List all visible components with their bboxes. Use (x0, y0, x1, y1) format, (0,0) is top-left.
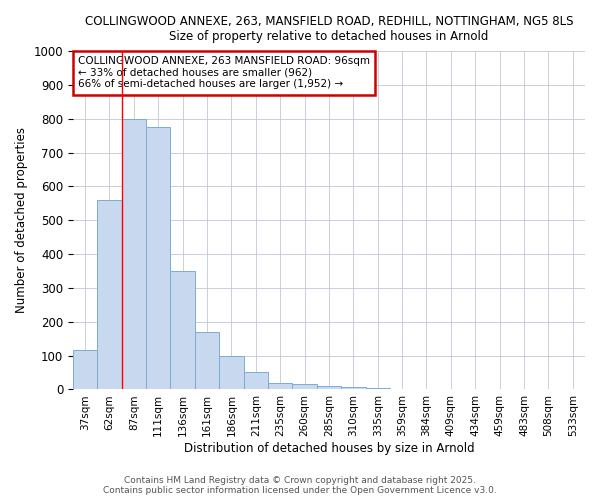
Bar (219, 356, 244, 390)
Bar (170, 271, 195, 390)
Bar (146, 127, 170, 390)
Bar (244, 372, 268, 390)
Title: COLLINGWOOD ANNEXE, 263, MANSFIELD ROAD, REDHILL, NOTTINGHAM, NG5 8LS
Size of pr: COLLINGWOOD ANNEXE, 263, MANSFIELD ROAD,… (85, 15, 573, 43)
Bar (195, 332, 219, 390)
Bar (122, 119, 146, 390)
Text: COLLINGWOOD ANNEXE, 263 MANSFIELD ROAD: 96sqm
← 33% of detached houses are small: COLLINGWOOD ANNEXE, 263 MANSFIELD ROAD: … (78, 56, 370, 90)
Bar (73, 350, 97, 390)
X-axis label: Distribution of detached houses by size in Arnold: Distribution of detached houses by size … (184, 442, 474, 455)
Bar (97, 200, 122, 390)
Y-axis label: Number of detached properties: Number of detached properties (15, 128, 28, 314)
Bar (317, 386, 341, 390)
Bar (365, 388, 390, 390)
Text: Contains HM Land Registry data © Crown copyright and database right 2025.
Contai: Contains HM Land Registry data © Crown c… (103, 476, 497, 495)
Bar (292, 384, 317, 390)
Bar (341, 387, 365, 390)
Bar (268, 382, 292, 390)
